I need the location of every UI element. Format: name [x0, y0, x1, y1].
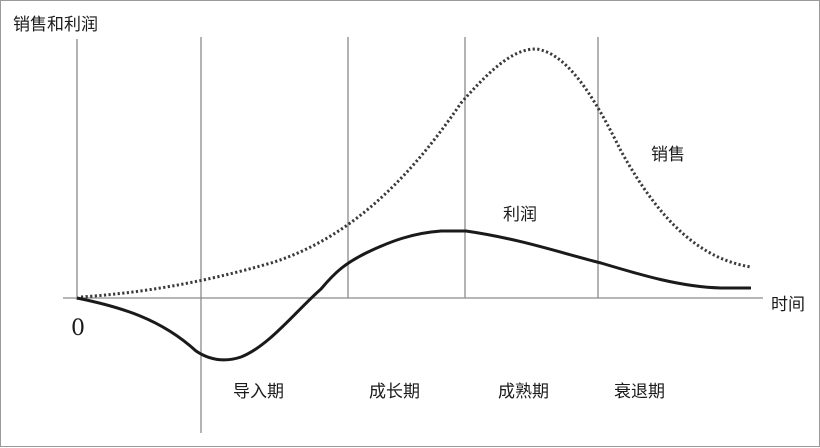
stage-label-growth: 成长期 [369, 382, 420, 402]
sales-curve [80, 47, 752, 299]
y-axis-label: 销售和利润 [13, 15, 98, 35]
profit-curve [76, 229, 751, 362]
x-axis-label: 时间 [771, 295, 805, 315]
stage-label-maturity: 成熟期 [498, 381, 549, 402]
sales-series-label: 销售 [651, 145, 685, 165]
profit-series-label: 利润 [503, 205, 537, 225]
stage-label-introduction: 导入期 [233, 382, 284, 402]
stage-label-decline: 衰退期 [614, 382, 665, 402]
origin-label: 0 [71, 316, 85, 341]
